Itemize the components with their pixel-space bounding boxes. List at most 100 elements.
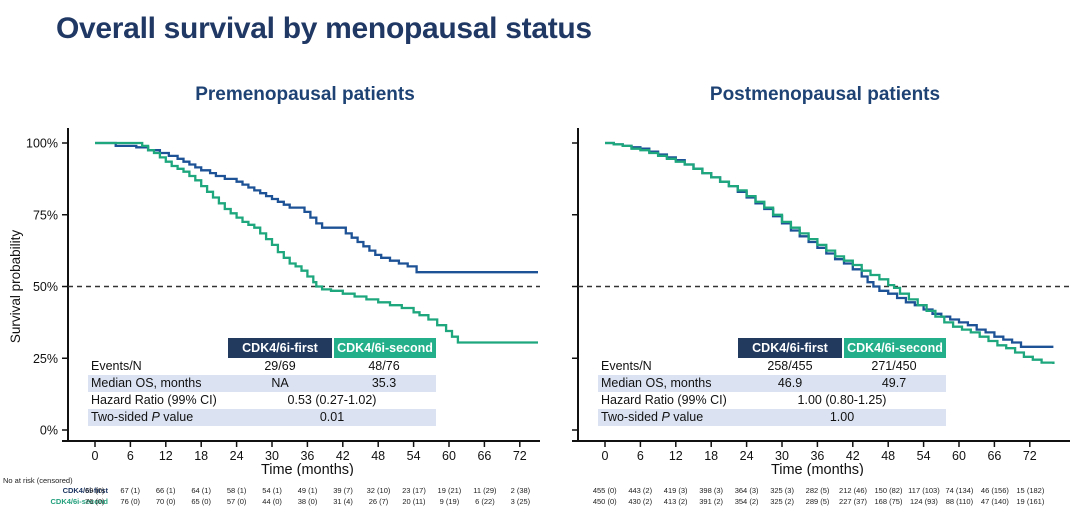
x-tick-label: 72 <box>1023 449 1037 463</box>
stats-header-spacer <box>88 338 228 358</box>
survival-curve-cdk46i-second <box>605 141 1055 364</box>
panel-title-premenopausal: Premenopausal patients <box>195 84 415 105</box>
x-tick-label: 30 <box>265 449 279 463</box>
at-risk-cell: 76 (0) <box>84 497 105 506</box>
row-label: Median OS, months <box>91 376 202 390</box>
at-risk-cell: 19 (21) <box>437 486 462 495</box>
at-risk-cell: 26 (7) <box>368 497 389 506</box>
at-risk-cell: 74 (134) <box>945 486 974 495</box>
median-first: NA <box>271 376 289 390</box>
stats-row-hazard-ratio: Hazard Ratio (99% CI) 0.53 (0.27-1.02) <box>88 392 436 409</box>
y-tick-label: 100% <box>26 137 58 151</box>
at-risk-cell: 150 (82) <box>874 486 903 495</box>
events-first: 29/69 <box>264 359 296 373</box>
at-risk-cell: 430 (2) <box>628 497 653 506</box>
x-tick-label: 0 <box>92 449 99 463</box>
group-header-cdk46i-second: CDK4/6i-second <box>842 338 946 358</box>
at-risk-cell: 20 (11) <box>402 497 426 506</box>
median-second: 49.7 <box>881 376 907 390</box>
group-header-cdk46i-first: CDK4/6i-first <box>228 338 332 358</box>
y-tick-label: 25% <box>33 352 58 366</box>
at-risk-cell: 3 (25) <box>510 497 531 506</box>
at-risk-cell: 65 (0) <box>191 497 211 506</box>
at-risk-values-postmenopausal-second: 450 (0) 430 (2) 413 (2) 391 (2) 354 (2) 325 (… <box>587 496 1048 507</box>
at-risk-cell: 227 (37) <box>839 497 867 506</box>
x-tick-label: 12 <box>159 449 173 463</box>
at-risk-cell: 391 (2) <box>699 497 724 506</box>
at-risk-cell: 32 (10) <box>366 486 391 495</box>
at-risk-cell: 455 (0) <box>592 486 617 495</box>
at-risk-cell: 19 (161) <box>1016 497 1045 506</box>
at-risk-cell: 39 (7) <box>333 486 353 495</box>
x-tick-label: 30 <box>775 449 789 463</box>
at-risk-cell: 6 (22) <box>475 497 495 506</box>
survival-curve-cdk46i-first <box>95 141 538 274</box>
stats-row-events: Events/N 29/69 48/76 <box>88 358 436 375</box>
km-plot-premenopausal: 100% 75% 50% 25% 0% 0 6 12 18 24 30 36 42 48 54 60 66 72 T… <box>8 128 540 476</box>
survival-curve-cdk46i-second <box>95 141 538 344</box>
at-risk-cell: 413 (2) <box>663 497 688 506</box>
at-risk-cell: 58 (1) <box>226 486 247 495</box>
at-risk-cell: 124 (93) <box>909 497 938 506</box>
stats-row-events: Events/N 258/455 271/450 <box>598 358 946 375</box>
at-risk-cell: 212 (46) <box>839 486 867 495</box>
at-risk-cell: 282 (5) <box>805 486 830 495</box>
stats-row-median-os: Median OS, months NA 35.3 <box>88 375 436 392</box>
at-risk-cell: 325 (3) <box>770 486 794 495</box>
at-risk-cell: 70 (0) <box>155 497 176 506</box>
stats-row-hazard-ratio: Hazard Ratio (99% CI) 1.00 (0.80-1.25) <box>598 392 946 409</box>
x-axis-title: Time (months) <box>771 462 864 476</box>
x-tick-label: 48 <box>371 449 385 463</box>
page-title: Overall survival by menopausal status <box>56 12 592 45</box>
median-second: 35.3 <box>371 376 397 390</box>
x-tick-label: 42 <box>846 449 860 463</box>
x-tick-label: 66 <box>477 449 491 463</box>
x-tick-label: 18 <box>704 449 718 463</box>
at-risk-cell: 64 (1) <box>191 486 211 495</box>
at-risk-values-premenopausal-first: 69 (0) 67 (1) 66 (1) 64 (1) 58 (1) 54 (1) 49 (… <box>77 485 538 496</box>
x-axis-title: Time (months) <box>261 462 354 476</box>
x-tick-label: 24 <box>230 449 244 463</box>
at-risk-cell: 23 (17) <box>402 486 426 495</box>
at-risk-cell: 9 (19) <box>439 497 460 506</box>
stats-header-row: CDK4/6i-first CDK4/6i-second <box>88 338 436 358</box>
row-label: Events/N <box>601 359 652 373</box>
y-tick-label: 0% <box>40 424 58 438</box>
at-risk-label-cdk46i-first: CDK4/6i-first <box>62 486 108 495</box>
at-risk-cell: 398 (3) <box>699 486 724 495</box>
x-tick-label: 0 <box>602 449 609 463</box>
at-risk-cell: 69 (0) <box>84 486 105 495</box>
stats-header-row: CDK4/6i-first CDK4/6i-second <box>598 338 946 358</box>
at-risk-cell: 117 (103) <box>908 486 940 495</box>
x-tick-label: 54 <box>407 449 421 463</box>
x-tick-label: 36 <box>300 449 314 463</box>
at-risk-values-premenopausal-second: 76 (0) 76 (0) 70 (0) 65 (0) 57 (0) 44 (0) 38 (… <box>77 496 538 507</box>
x-tick-label: 60 <box>952 449 966 463</box>
at-risk-cell: 46 (156) <box>980 486 1009 495</box>
at-risk-cell: 168 (75) <box>874 497 903 506</box>
row-label: Two-sided P value <box>601 410 704 424</box>
at-risk-cell: 289 (5) <box>805 497 830 506</box>
stats-row-median-os: Median OS, months 46.9 49.7 <box>598 375 946 392</box>
group-header-cdk46i-first: CDK4/6i-first <box>738 338 842 358</box>
median-first: 46.9 <box>777 376 803 390</box>
at-risk-cell: 88 (110) <box>945 497 974 506</box>
row-label: Median OS, months <box>601 376 712 390</box>
hazard-ratio-value: 0.53 (0.27-1.02) <box>287 393 377 407</box>
at-risk-cell: 443 (2) <box>628 486 653 495</box>
x-tick-label: 12 <box>669 449 683 463</box>
hazard-ratio-value: 1.00 (0.80-1.25) <box>797 393 887 407</box>
events-second: 48/76 <box>368 359 400 373</box>
at-risk-cell: 325 (2) <box>770 497 794 506</box>
x-tick-label: 24 <box>740 449 754 463</box>
km-plot-postmenopausal: 0 6 12 18 24 30 36 42 48 54 60 66 72 Time (months) <box>572 128 1070 476</box>
y-axis-title: Survival probability <box>8 230 23 344</box>
row-label: Hazard Ratio (99% CI) <box>601 393 727 407</box>
at-risk-cell: 66 (1) <box>155 486 176 495</box>
x-tick-label: 60 <box>442 449 456 463</box>
y-tick-label: 75% <box>33 208 58 222</box>
stats-table-premenopausal: CDK4/6i-first CDK4/6i-second Events/N 29… <box>88 338 436 426</box>
row-label: Two-sided P value <box>91 410 194 424</box>
at-risk-cell: 54 (1) <box>262 486 282 495</box>
p-value: 1.00 <box>829 410 855 424</box>
